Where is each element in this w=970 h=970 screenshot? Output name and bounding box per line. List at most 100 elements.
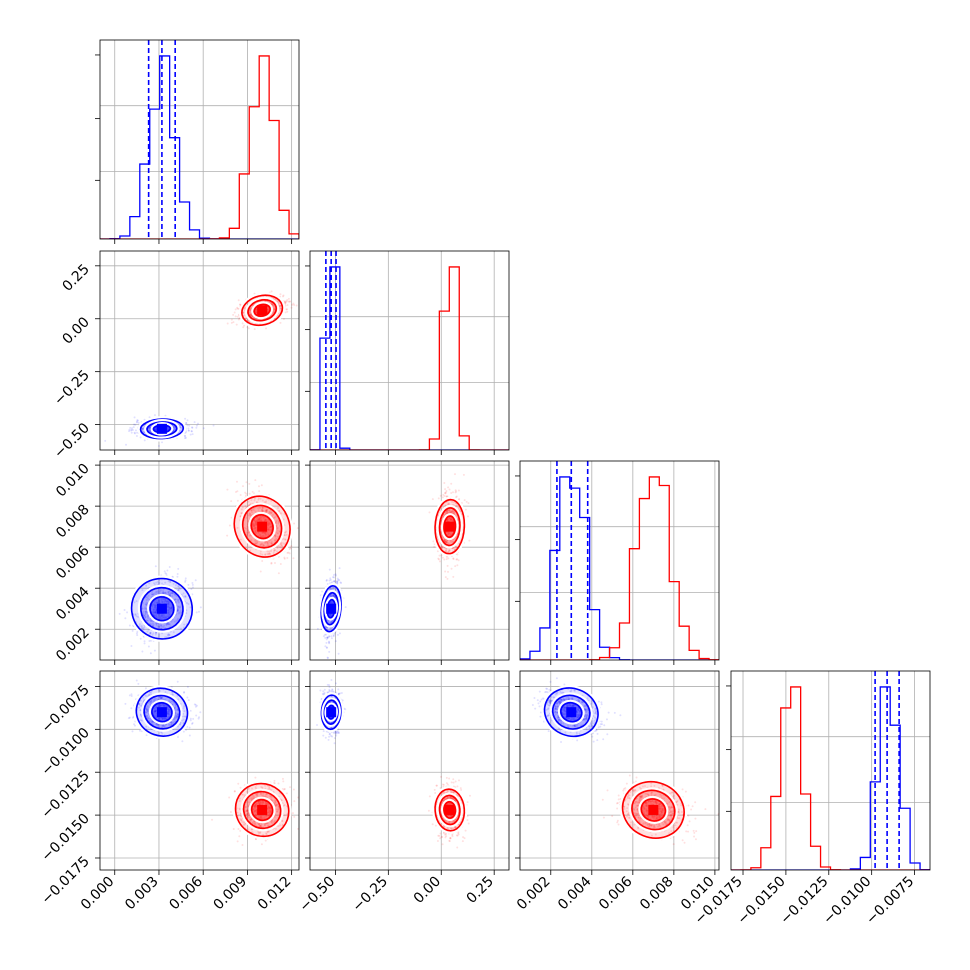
panel-content (124, 679, 299, 847)
red-contour (241, 294, 284, 327)
contour-halo (248, 511, 277, 542)
y-tick-label: 0.004 (53, 584, 93, 624)
red-contour (234, 782, 290, 838)
red-contour (438, 507, 461, 547)
blue-contour (135, 687, 189, 737)
contour-halo (148, 699, 175, 725)
blue-contour (151, 702, 173, 723)
panel-frame (730, 670, 931, 871)
panel-frame (309, 250, 510, 451)
red-contour (443, 515, 457, 539)
x-tick-label: 0.002 (514, 874, 554, 914)
contour-halo (324, 596, 339, 621)
red-peak (444, 804, 455, 815)
contour-halo (321, 697, 341, 728)
panel-2-2 (515, 460, 720, 665)
y-tick-label: 0.010 (53, 461, 93, 501)
blue-contour (130, 577, 194, 640)
contour-halo (240, 788, 284, 832)
x-tick-label: 0.006 (596, 873, 636, 913)
red-contour (247, 299, 278, 322)
blue-contour (560, 701, 583, 723)
panel-3-0: 0.000 0.003 0.006 0.009 0.012−0.0175−0.0150−… (39, 670, 300, 914)
blue-histogram (100, 55, 299, 239)
contour-halo (238, 292, 286, 329)
blue-contour (140, 586, 184, 631)
x-tick-label: 0.000 (78, 874, 118, 914)
blue-histogram (310, 266, 509, 450)
panel-content (731, 671, 930, 870)
contour-halo (231, 493, 293, 560)
x-tick-label: 0.25 (464, 874, 497, 907)
red-contour (241, 504, 283, 549)
panel-frame (519, 460, 720, 661)
panel-content (310, 251, 509, 450)
contour-halo (128, 575, 196, 642)
contour-halo (638, 795, 669, 824)
panel-content (316, 678, 471, 849)
red-histogram (731, 686, 930, 870)
contour-halo (248, 796, 276, 824)
contour-halo (251, 301, 274, 320)
panel-content (100, 40, 299, 239)
x-tick-label: 0.004 (555, 873, 595, 913)
red-peak (648, 804, 659, 815)
blue-peak (326, 603, 337, 614)
contour-halo (321, 589, 342, 628)
contour-halo (137, 416, 187, 442)
panel-3-3: −0.0175−0.0150−0.0125−0.0100−0.0075 (692, 670, 931, 928)
contour-halo (137, 584, 186, 633)
panel-3-2: 0.002 0.004 0.006 0.008 0.010 (514, 670, 720, 914)
contour-halo (549, 692, 593, 732)
y-tick-label: 0.00 (59, 314, 92, 347)
blue-peak (156, 707, 167, 718)
contour-halo (239, 502, 285, 551)
contour-halo (245, 296, 280, 324)
red-peak (257, 804, 268, 815)
red-contour (640, 798, 667, 822)
panel-content (531, 677, 719, 846)
red-contour (438, 794, 461, 826)
contour-halo (541, 685, 601, 740)
contour-halo (432, 496, 468, 557)
blue-contour (543, 687, 599, 738)
blue-peak (156, 603, 167, 614)
x-tick-label: 0.00 (411, 874, 444, 907)
x-tick-label: 0.003 (122, 874, 162, 914)
contour-halo (436, 504, 463, 549)
contour-halo (436, 792, 463, 828)
y-tick-label: −0.50 (51, 420, 93, 462)
contour-halo (628, 787, 678, 833)
red-contour (253, 303, 271, 317)
red-peak (257, 521, 268, 532)
blue-peak (326, 707, 337, 718)
red-contour (233, 495, 291, 558)
contour-halo (144, 419, 180, 439)
contour-halo (150, 422, 174, 436)
blue-contour (551, 694, 591, 730)
panel-3-1: −0.50 −0.25 0.00 0.25 (297, 670, 510, 915)
red-peak (444, 521, 455, 532)
red-contour (250, 513, 274, 540)
red-contour (250, 798, 274, 822)
blue-contour (149, 596, 175, 622)
contour-halo (133, 685, 191, 740)
panel-frame (99, 670, 300, 871)
red-contour (443, 801, 457, 819)
blue-contour (143, 694, 181, 730)
y-tick-label: 0.002 (53, 625, 93, 665)
y-tick-label: 0.006 (53, 543, 93, 583)
contour-halo (232, 780, 292, 840)
panels-layer: −0.50−0.250.000.250.0020.0040.0060.0080.… (39, 39, 931, 928)
blue-peak (156, 423, 167, 434)
contour-halo (619, 778, 688, 842)
panel-0-0 (95, 39, 300, 244)
contour-halo (318, 582, 345, 635)
red-contour (621, 781, 685, 839)
x-tick-label: 0.006 (166, 873, 206, 913)
y-tick-label: −0.25 (51, 367, 93, 409)
x-tick-label: 0.008 (637, 874, 677, 914)
panel-content (520, 461, 719, 660)
contour-halo (318, 692, 344, 733)
